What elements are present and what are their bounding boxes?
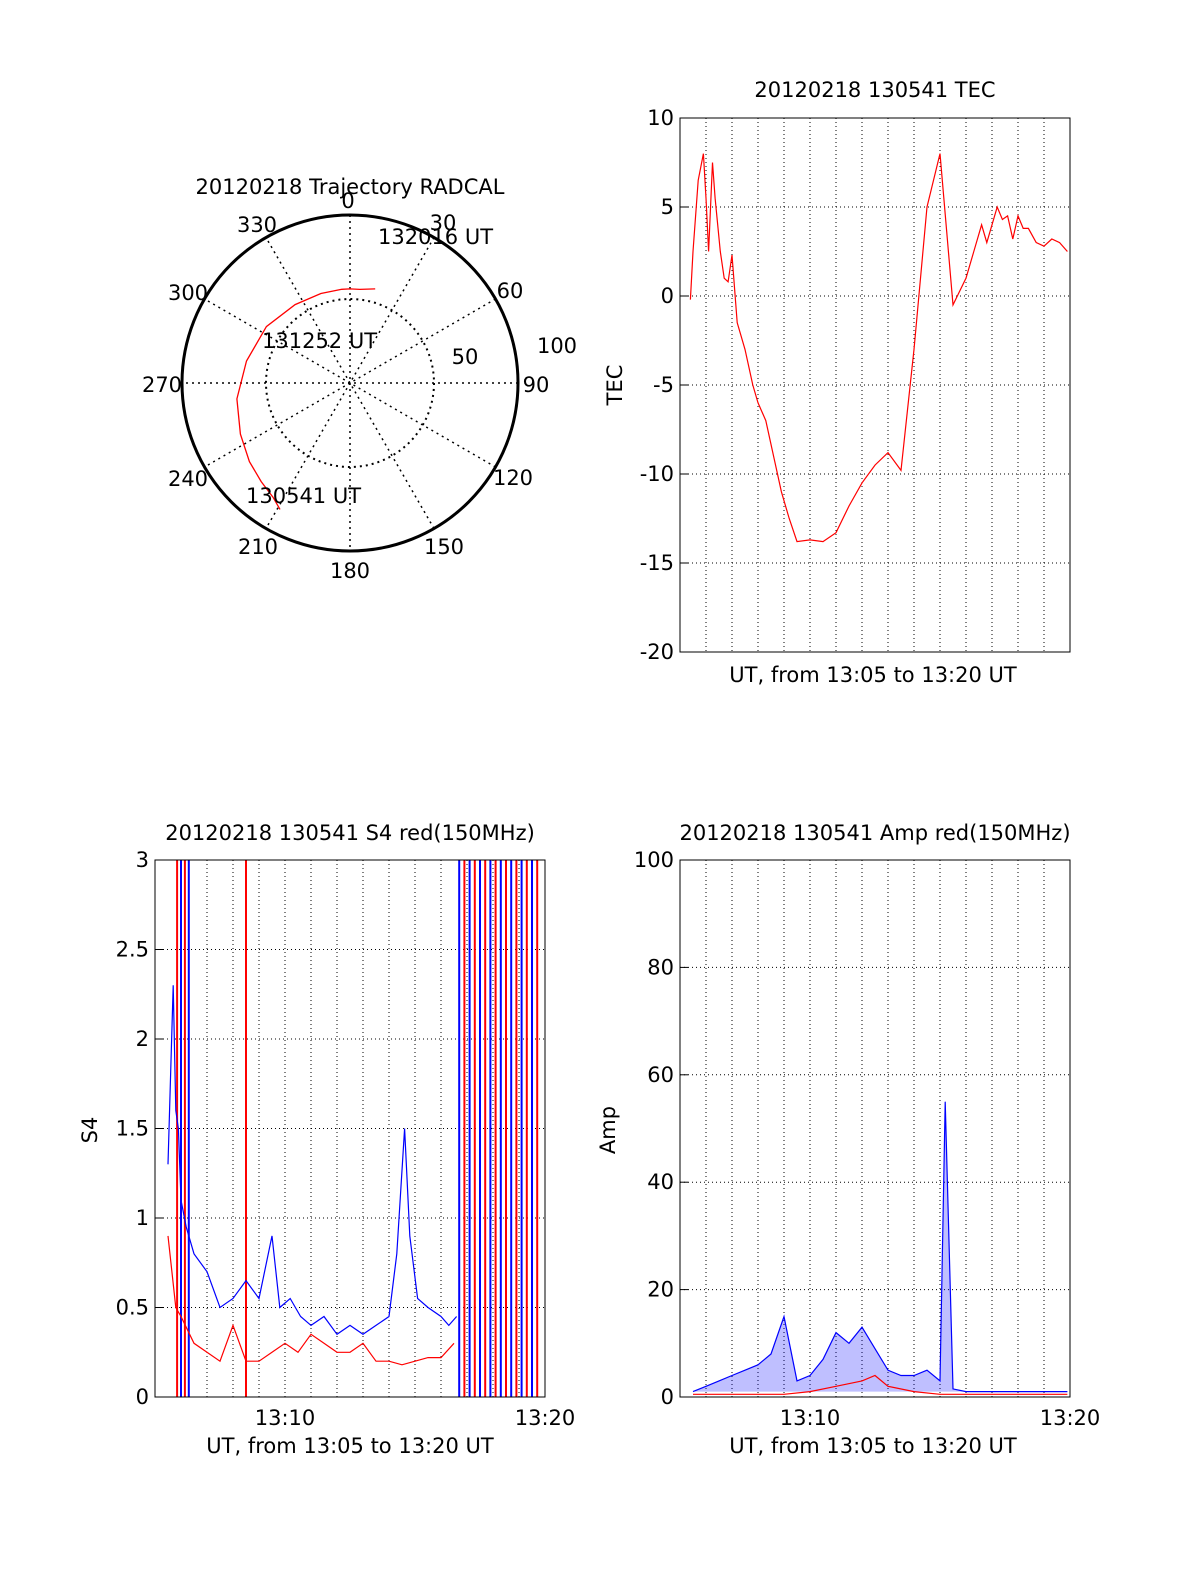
y-tick-label: 60 (647, 1063, 674, 1087)
y-tick-label: 40 (647, 1170, 674, 1194)
azimuth-label: 270 (142, 373, 182, 397)
tec-y-ticks: 10 5 0 -5 -10 -15 -20 (640, 106, 688, 664)
s4-xlabel: UT, from 13:05 to 13:20 UT (206, 1434, 494, 1458)
amp-grid (680, 860, 1070, 1397)
amp-panel: 20120218 130541 Amp red(150MHz) 100 80 60 4… (596, 821, 1100, 1458)
x-tick-label: 13:10 (255, 1406, 316, 1430)
s4-grid (155, 860, 545, 1397)
annotation-mid-time: 131252 UT (262, 329, 377, 353)
azimuth-label: 60 (497, 279, 524, 303)
y-tick-label: 0.5 (116, 1296, 149, 1320)
radial-label-100: 100 (537, 334, 577, 358)
polar-title: 20120218 Trajectory RADCAL (196, 175, 505, 199)
s4-red-spikes (176, 860, 539, 1397)
x-tick-label: 13:20 (515, 1406, 576, 1430)
azimuth-label: 240 (168, 467, 208, 491)
azimuth-label: 210 (238, 535, 278, 559)
s4-x-ticks: 13:10 13:20 (255, 1406, 576, 1430)
amp-xlabel: UT, from 13:05 to 13:20 UT (729, 1434, 1017, 1458)
azimuth-label: 330 (237, 213, 277, 237)
y-tick-label: 3 (136, 848, 149, 872)
x-tick-label: 13:10 (780, 1406, 841, 1430)
amp-title: 20120218 130541 Amp red(150MHz) (679, 821, 1070, 845)
azimuth-label: 180 (330, 559, 370, 583)
s4-title: 20120218 130541 S4 red(150MHz) (165, 821, 535, 845)
s4-y-ticks: 3 2.5 2 1.5 1 0.5 0 (116, 848, 163, 1409)
annotation-end-time: 132016 UT (378, 225, 493, 249)
s4-ylabel: S4 (78, 1117, 102, 1144)
polar-azimuth-labels: 0 30 60 90 120 150 180 210 240 270 300 3… (142, 189, 549, 583)
y-tick-label: 2 (136, 1027, 149, 1051)
y-tick-label: 1 (136, 1206, 149, 1230)
amp-blue-series-line (692, 1101, 1068, 1393)
annotation-start-time: 130541 UT (246, 484, 361, 508)
y-tick-label: 20 (647, 1278, 674, 1302)
amp-red-series-line (693, 1374, 1068, 1395)
s4-panel: 20120218 130541 S4 red(150MHz) 3 2.5 2 1.5 1… (78, 821, 575, 1458)
tec-series-line (689, 153, 1068, 543)
y-tick-label: 5 (661, 195, 674, 219)
azimuth-label: 150 (424, 535, 464, 559)
y-tick-label: 80 (647, 955, 674, 979)
azimuth-label: 30 (430, 211, 457, 235)
y-tick-label: 1.5 (116, 1117, 149, 1141)
s4-frame (154, 859, 546, 1398)
polar-spoke (265, 237, 435, 529)
y-tick-label: 0 (136, 1385, 149, 1409)
y-tick-label: -5 (653, 373, 674, 397)
tec-ylabel: TEC (603, 365, 627, 407)
y-tick-label: 10 (647, 106, 674, 130)
y-tick-label: -20 (640, 640, 674, 664)
azimuth-label: 120 (493, 466, 533, 490)
amp-x-ticks: 13:10 13:20 (780, 1406, 1101, 1430)
polar-spokes (182, 215, 518, 551)
tec-xlabel: UT, from 13:05 to 13:20 UT (729, 663, 1017, 687)
y-tick-label: -10 (640, 462, 674, 486)
amp-ylabel: Amp (596, 1106, 620, 1154)
trajectory-line (236, 288, 376, 510)
tec-frame (679, 117, 1071, 653)
azimuth-label: 300 (168, 281, 208, 305)
y-tick-label: 100 (634, 848, 674, 872)
azimuth-label: 0 (341, 189, 354, 213)
tec-title: 20120218 130541 TEC (754, 78, 995, 102)
x-tick-label: 13:20 (1040, 1406, 1101, 1430)
radial-label-50: 50 (452, 345, 479, 369)
amp-frame (679, 859, 1071, 1398)
s4-blue-series-line (167, 985, 458, 1336)
polar-panel: 20120218 Trajectory RADCAL 0 30 60 90 12… (142, 175, 577, 583)
y-tick-label: 2.5 (116, 938, 149, 962)
s4-red-series-line (167, 1235, 455, 1366)
azimuth-label: 90 (523, 373, 550, 397)
amp-y-ticks: 100 80 60 40 20 0 (634, 848, 688, 1409)
y-tick-label: -15 (640, 551, 674, 575)
tec-grid (680, 118, 1070, 652)
y-tick-label: 0 (661, 1385, 674, 1409)
y-tick-label: 0 (661, 284, 674, 308)
